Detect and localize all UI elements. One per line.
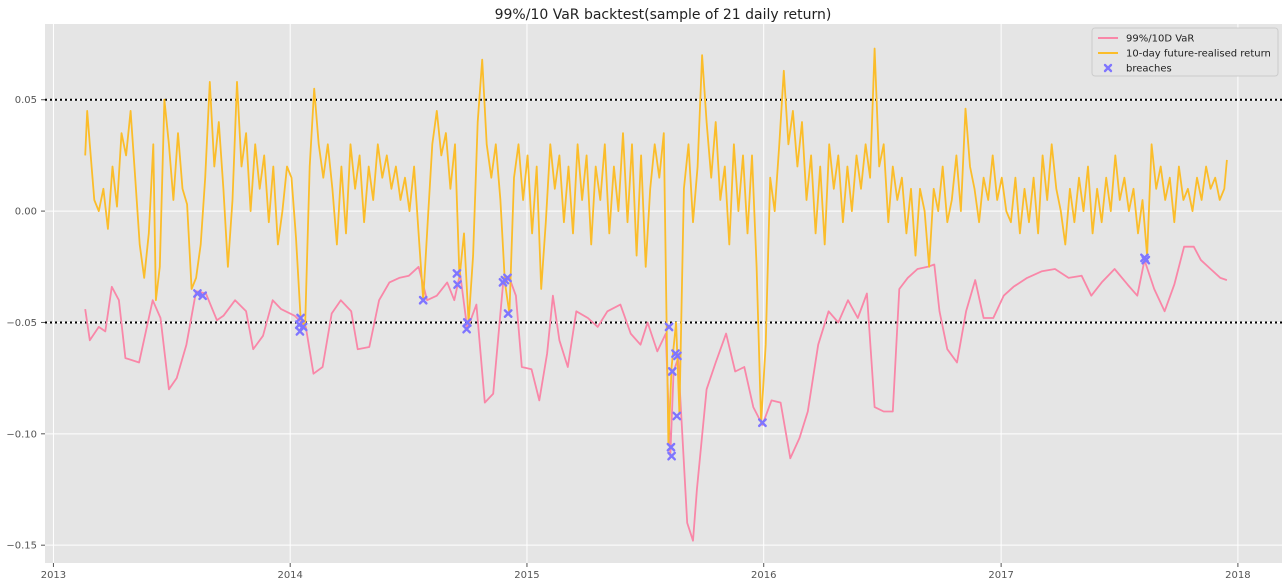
breach-point	[672, 411, 682, 421]
x-tick-label: 2014	[277, 570, 302, 581]
reference-lines	[45, 98, 1282, 324]
breach-point	[758, 418, 767, 428]
legend-swatch	[1103, 63, 1113, 73]
series-line-99-10d-var	[84, 245, 1228, 542]
legend-box	[1091, 27, 1279, 77]
breach-point	[298, 322, 308, 332]
legend-label: breaches	[1126, 64, 1172, 75]
legend-label: 99%/10D VaR	[1126, 34, 1194, 45]
breach-point	[666, 442, 676, 452]
breach-point	[664, 322, 674, 332]
breach-point	[418, 295, 428, 305]
x-tick-label: 2015	[514, 570, 539, 581]
x-tick-label: 2018	[1225, 570, 1250, 581]
x-tick-label: 2017	[988, 570, 1013, 581]
series-line-10-day-future-realised-return	[84, 47, 1228, 446]
breach-point	[667, 367, 677, 376]
breach-point	[462, 318, 472, 327]
series-layer	[84, 47, 1228, 542]
y-tick-label: −0.10	[6, 429, 37, 440]
chart-title: 99%/10 VaR backtest(sample of 21 daily r…	[495, 7, 832, 23]
y-tick-label: −0.15	[6, 541, 37, 552]
breach-point	[452, 269, 462, 278]
y-tick-label: 0.05	[15, 95, 37, 106]
breach-point	[503, 309, 513, 318]
breach-point	[673, 351, 682, 361]
y-tick-label: −0.05	[6, 318, 37, 329]
breach-point	[667, 451, 677, 461]
x-tick-label: 2013	[41, 570, 66, 581]
breach-point	[503, 273, 512, 283]
legend-label: 10-day future-realised return	[1126, 49, 1271, 60]
breach-point	[296, 313, 305, 323]
breach-point	[462, 324, 472, 334]
legend: 99%/10D VaR 10-day future-realised return…	[1091, 27, 1279, 77]
y-tick-label: 0.00	[15, 207, 37, 218]
breach-point	[1141, 255, 1151, 265]
plot-area	[45, 24, 1282, 563]
x-tick-label: 2016	[751, 570, 776, 581]
tick-labels: 2013 2014 2015 2016 2017 2018 0.05 0.00 −0.05 −0.…	[6, 95, 1250, 581]
breach-point	[453, 280, 462, 289]
breach-point	[198, 291, 208, 301]
